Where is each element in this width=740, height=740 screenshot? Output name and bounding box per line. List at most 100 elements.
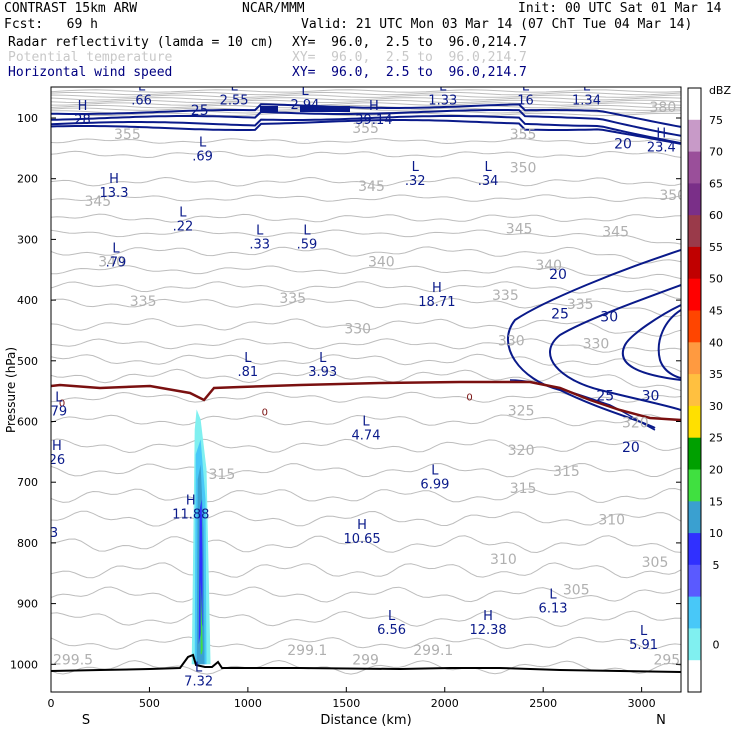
theta-strat-line (51, 89, 681, 93)
theta-contour-label: 350 (659, 188, 686, 204)
extremum-value-label: 13.3 (100, 186, 129, 201)
colorbar-tick-label: 30 (709, 400, 723, 413)
theta-contour-line (51, 194, 681, 202)
wind-jet-contour (51, 119, 681, 145)
theta-contour-line (51, 150, 681, 159)
theta-contour-label: 340 (368, 255, 395, 271)
extremum-kind-label: L (301, 84, 309, 99)
extremum-value-label: 12.38 (469, 623, 506, 638)
extremum-kind-label: H (432, 281, 442, 296)
colorbar-segment (688, 215, 701, 248)
wind-contour-label: 0 (59, 398, 65, 409)
theta-contour-label: 345 (506, 221, 533, 237)
y-tick-label: 100 (17, 112, 38, 125)
theta-contour-line (51, 368, 681, 391)
theta-contour-line (51, 353, 681, 373)
extremum-value-label: 23.4 (647, 140, 676, 155)
y-axis-label: Pressure (hPa) (4, 347, 18, 433)
x-tick-label: 0 (48, 697, 55, 710)
colorbar-segment (688, 151, 701, 184)
colorbar-frame (687, 87, 702, 693)
theta-contour-label: 299.1 (287, 643, 327, 659)
extremum-kind-label: L (319, 351, 327, 366)
extremum-kind-label: L (412, 160, 420, 175)
extremum-value-label: 11.88 (172, 508, 209, 523)
extremum-kind-label: H (78, 99, 88, 114)
colorbar-segment (688, 469, 701, 502)
x-tick-label: 2000 (431, 697, 459, 710)
theta-contour-label: 315 (510, 481, 537, 497)
extremum-kind-label: L (138, 80, 146, 95)
wind-max-marker (260, 106, 278, 112)
south-end-label: S (82, 713, 90, 728)
plot-frame (50, 86, 682, 693)
theta-strat-line (51, 112, 681, 117)
theta-contour-label: 355 (114, 127, 141, 143)
extremum-value-label: 28 (74, 113, 91, 128)
theta-contour-line (51, 586, 681, 603)
extremum-value-label: 6.13 (539, 602, 568, 617)
colorbar-segment (688, 437, 701, 470)
theta-contour-label: 355 (510, 127, 537, 143)
theta-strat-line (51, 99, 681, 104)
theta-strat-line (51, 91, 681, 96)
theta-contour-line (51, 535, 681, 554)
extremum-kind-label: L (549, 588, 557, 603)
colorbar-tick-label: 55 (709, 241, 723, 254)
colorbar-segment (688, 119, 701, 153)
theta-contour-label: 330 (498, 334, 525, 350)
terrain-line (51, 653, 681, 673)
y-tick-label: 300 (17, 233, 38, 246)
wind-contour-label: 25 (191, 103, 209, 119)
theta-contour-label: 345 (358, 179, 385, 195)
valid-time: Valid: 21 UTC Mon 03 Mar 14 (07 ChT Tue … (301, 17, 693, 32)
y-tick-label: 800 (17, 537, 38, 550)
theta-strat-line (51, 97, 681, 101)
forecast-hour: Fcst: 69 h (4, 17, 98, 32)
extremum-kind-label: H (369, 99, 379, 114)
init-time: Init: 00 UTC Sat 01 Mar 14 (518, 1, 722, 16)
colorbar-tick-label: 60 (709, 209, 723, 222)
theta-contour-label: 305 (642, 555, 669, 571)
theta-contour-label: 340 (98, 255, 125, 271)
theta-contour-label: 340 (535, 258, 562, 274)
extremum-kind-label: H (109, 172, 119, 187)
colorbar-segment (688, 564, 701, 598)
theta-contour-line (51, 213, 681, 223)
colorbar-segment (688, 88, 701, 121)
colorbar-unit-label: dBZ (709, 84, 732, 97)
theta-contour-label: 335 (567, 297, 594, 313)
x-tick-label: 3000 (628, 697, 656, 710)
freezing-level-line (51, 380, 681, 422)
theta-contour-line (51, 487, 681, 503)
colorbar-tick-label: 35 (709, 368, 723, 381)
theta-contour-line (51, 176, 681, 187)
wind-max-marker (300, 106, 350, 112)
theta-contour-line (51, 414, 681, 427)
wind-contour-label: 25 (596, 388, 614, 404)
field-2-xy: XY= 96.0, 2.5 to 96.0,214.7 (292, 50, 527, 65)
theta-contour-label: 335 (279, 291, 306, 307)
theta-contour-label: 305 (563, 582, 590, 598)
extremum-value-label: 3 (50, 526, 58, 541)
y-tick-label: 1000 (10, 658, 38, 671)
y-tick-label: 500 (17, 355, 38, 368)
colorbar-tick-label: 50 (709, 273, 723, 286)
extremum-value-label: .59 (297, 238, 318, 253)
extremum-value-label: .34 (478, 174, 499, 189)
wind-jet-contour (51, 115, 681, 145)
extremum-kind-label: L (362, 415, 370, 430)
extremum-value-label: 5.91 (629, 638, 658, 653)
theta-contour-label: 345 (602, 224, 629, 240)
extremum-kind-label: H (186, 494, 196, 509)
extremum-kind-label: L (230, 80, 238, 95)
extremum-kind-label: H (656, 126, 666, 141)
extremum-kind-label: L (179, 205, 187, 220)
colorbar-tick-label: 20 (709, 463, 723, 476)
extremum-kind-label: L (583, 80, 591, 95)
extremum-kind-label: H (52, 439, 62, 454)
y-tick-label: 600 (17, 416, 38, 429)
y-tick-label: 400 (17, 294, 38, 307)
extremum-value-label: 4.74 (352, 429, 381, 444)
